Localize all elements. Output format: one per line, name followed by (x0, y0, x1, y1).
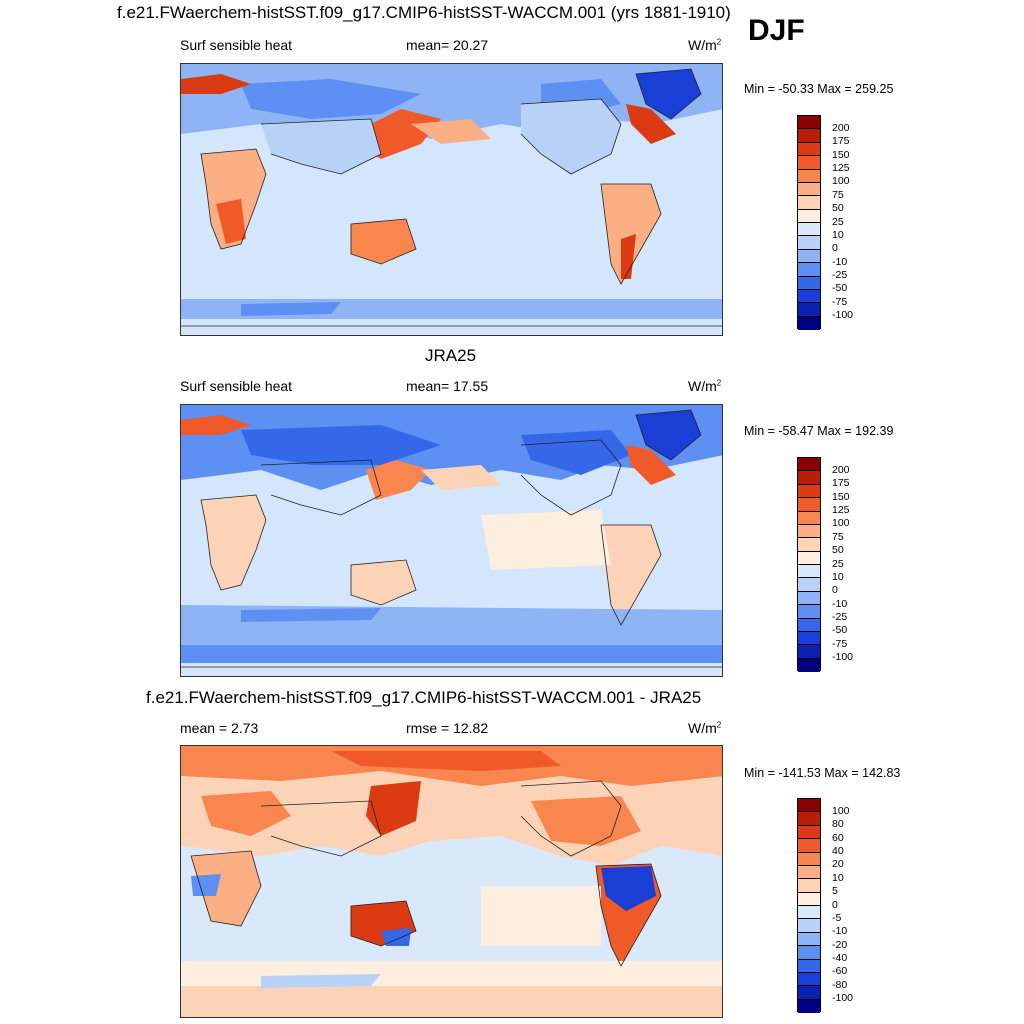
panel-3-title: f.e21.FWaerchem-histSST.f09_g17.CMIP6-hi… (146, 688, 702, 707)
colorbar-tick-label: 125 (832, 162, 850, 174)
colorbar-tick-label: -60 (832, 965, 848, 978)
panel-3-colorbar (797, 798, 821, 1013)
colorbar-tick-label: -75 (832, 637, 848, 650)
colorbar-tick-label: -100 (832, 651, 854, 664)
colorbar-tick-label: 50 (832, 202, 844, 215)
colorbar-tick-label: 80 (832, 818, 844, 831)
panel-2-units: W/m2 (688, 378, 722, 394)
colorbar-tick-label: 150 (832, 148, 850, 161)
colorbar-tick-label: 100 (832, 517, 850, 530)
colorbar-tick-label: 175 (832, 135, 850, 148)
colorbar-tick-label: 10 (832, 871, 844, 884)
panel-1-title: f.e21.FWaerchem-histSST.f09_g17.CMIP6-hi… (117, 3, 731, 22)
colorbar-tick-label: 20 (832, 858, 844, 871)
colorbar-tick-label: -100 (832, 992, 854, 1005)
panel-2-minmax: Min = -58.47 Max = 192.39 (744, 424, 894, 438)
colorbar-tick-label: 60 (832, 831, 844, 844)
colorbar-tick-label: -80 (832, 978, 848, 991)
colorbar-tick-label: -20 (832, 938, 848, 951)
panel-2-map-svg (181, 405, 722, 676)
panel-2-map (180, 404, 723, 677)
panel-3-mean-label: mean = 2.73 (180, 720, 259, 736)
panel-3-units: W/m2 (688, 720, 722, 736)
panel-3-rmse-label: rmse = 12.82 (406, 720, 489, 736)
colorbar-tick-label: -25 (832, 611, 848, 623)
panel-1-variable-label: Surf sensible heat (180, 37, 293, 53)
colorbar-tick-label: 200 (832, 463, 850, 476)
panel-1-units: W/m2 (688, 37, 722, 53)
colorbar-tick-label: -10 (832, 597, 848, 610)
colorbar-tick-label: 0 (832, 242, 838, 255)
panel-1-minmax: Min = -50.33 Max = 259.25 (744, 82, 894, 96)
colorbar-tick-label: -100 (832, 309, 854, 322)
panel-1-map (180, 63, 723, 336)
colorbar-tick-label: 200 (832, 121, 850, 134)
colorbar-tick-label: 75 (832, 530, 844, 543)
panel-1-map-svg (181, 64, 722, 335)
colorbar-tick-label: 50 (832, 544, 844, 557)
panel-2-variable-label: Surf sensible heat (180, 378, 293, 394)
colorbar-tick-label: 175 (832, 477, 850, 490)
colorbar-tick-label: 40 (832, 845, 844, 857)
colorbar-tick-label: 75 (832, 188, 844, 201)
colorbar-tick-label: -40 (832, 952, 848, 964)
colorbar-tick-label: -50 (832, 282, 848, 295)
panel-1-mean-label: mean= 20.27 (406, 37, 489, 53)
panel-2-mean-label: mean= 17.55 (406, 378, 489, 394)
panel-2-colorbar (797, 457, 821, 672)
colorbar-tick-label: 100 (832, 804, 850, 817)
colorbar-tick-label: 0 (832, 584, 838, 597)
colorbar-tick-label: -10 (832, 255, 848, 268)
colorbar-tick-label: 0 (832, 898, 838, 911)
panel-2-title: JRA25 (425, 346, 477, 365)
colorbar-tick-label: 10 (832, 570, 844, 583)
colorbar-tick-label: 25 (832, 557, 844, 570)
colorbar-tick-label: 125 (832, 504, 850, 516)
colorbar-tick-label: -10 (832, 925, 848, 938)
panel-3-map-svg (181, 746, 722, 1017)
colorbar-tick-label: -25 (832, 269, 848, 281)
panel-3-map (180, 745, 723, 1018)
colorbar-tick-label: 5 (832, 885, 838, 898)
season-label: DJF (748, 14, 805, 47)
colorbar-tick-label: -5 (832, 911, 842, 924)
colorbar-tick-label: 10 (832, 228, 844, 241)
panel-3-minmax: Min = -141.53 Max = 142.83 (744, 766, 901, 780)
colorbar-tick-label: -50 (832, 624, 848, 637)
colorbar-tick-label: 25 (832, 215, 844, 228)
colorbar-tick-label: 150 (832, 490, 850, 503)
colorbar-tick-label: -75 (832, 295, 848, 308)
colorbar-tick-label: 100 (832, 175, 850, 188)
panel-1-colorbar (797, 115, 821, 330)
